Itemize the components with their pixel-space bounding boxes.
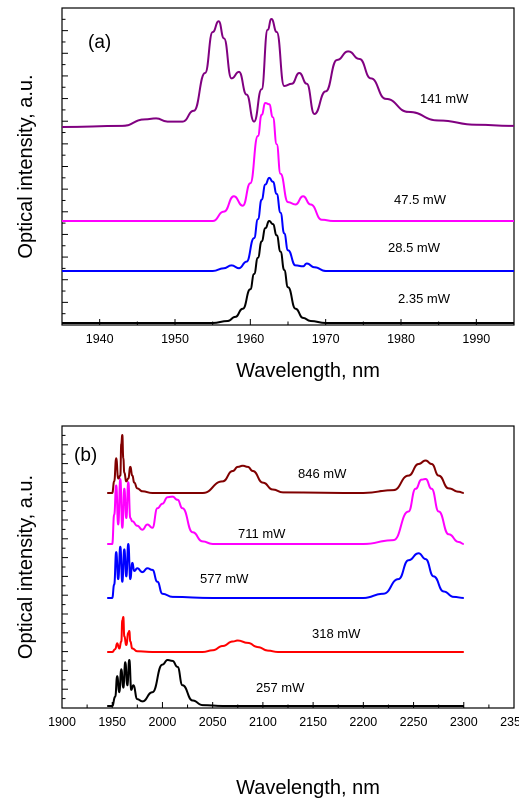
panel-label: (b) [74, 445, 97, 466]
x-tick-label: 2200 [349, 715, 377, 729]
series-label-318-mw: 318 mW [312, 626, 361, 641]
panel-a: 1940 1950 1960 1970 1980 1990 Wavelength, nm Op… [15, 7, 515, 382]
y-axis-title: Optical intensity, a.u. [15, 475, 37, 659]
series-line-257-mw [107, 659, 464, 707]
x-axis-title: Wavelength, nm [236, 777, 380, 799]
x-tick-label: 2050 [199, 715, 227, 729]
series-line-28-5-mw [61, 176, 514, 273]
x-tick-label: 1980 [387, 332, 415, 346]
x-tick-label: 2250 [400, 715, 428, 729]
panel-b: 1900 1950 2000 2050 2100 2150 2200 2250 2300 2350… [15, 425, 519, 799]
x-axis-title: Wavelength, nm [236, 360, 380, 382]
series-line-846-mw [107, 434, 464, 495]
x-tick-label: 2150 [299, 715, 327, 729]
x-tick-label: 2350 [500, 715, 519, 729]
series-line-47-5-mw [62, 102, 514, 223]
x-tick-label: 2000 [149, 715, 177, 729]
series-line-577-mw [107, 543, 464, 599]
x-tick-label: 1960 [236, 332, 264, 346]
series-line-141-mw [61, 18, 515, 128]
series-line-318-mw [107, 616, 464, 654]
series-label-257-mw: 257 mW [256, 680, 305, 695]
series-label-2-35-mw: 2.35 mW [398, 291, 451, 306]
panel-label: (a) [88, 32, 111, 53]
series-label-711-mw: 711 mW [238, 526, 286, 541]
y-axis-title: Optical intensity, a.u. [15, 74, 37, 258]
x-tick-label: 2300 [450, 715, 478, 729]
x-tick-label: 1990 [462, 332, 490, 346]
x-tick-label: 1950 [161, 332, 189, 346]
series-line-2-35-mw [62, 220, 514, 325]
x-tick-label: 1950 [98, 715, 126, 729]
series-label-846-mw: 846 mW [298, 466, 347, 481]
x-tick-label: 1900 [48, 715, 76, 729]
series-label-28-5-mw: 28.5 mW [388, 240, 441, 255]
x-tick-label: 2100 [249, 715, 277, 729]
series-line-711-mw [107, 478, 464, 545]
x-tick-label: 1970 [312, 332, 340, 346]
series-label-141-mw: 141 mW [420, 91, 469, 106]
series-label-577-mw: 577 mW [200, 571, 249, 586]
series-label-47-5-mw: 47.5 mW [394, 192, 447, 207]
x-tick-label: 1940 [86, 332, 114, 346]
plot-frame [61, 7, 515, 326]
